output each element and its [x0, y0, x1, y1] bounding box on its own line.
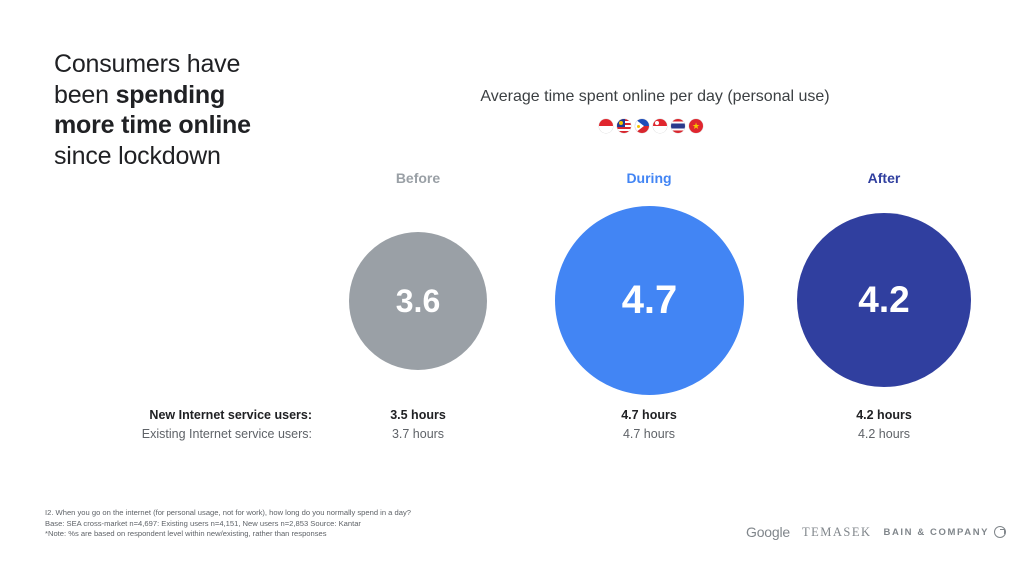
headline-line-2: been spending [54, 80, 314, 111]
thailand-flag-icon [671, 119, 685, 133]
existing-users-before: 3.7 hours [391, 427, 445, 441]
philippines-flag-icon [635, 119, 649, 133]
footnote: I2. When you go on the internet (for per… [45, 508, 411, 540]
google-logo: Google [746, 524, 790, 540]
bain-mark-icon [994, 526, 1007, 538]
existing-users-after: 4.2 hours [857, 427, 911, 441]
bubble-after: 4.2 [797, 213, 971, 387]
bubble-value-before: 3.6 [395, 282, 441, 319]
new-users-before: 3.5 hours [390, 408, 446, 422]
existing-users-during: 4.7 hours [622, 427, 676, 441]
bubble-during: 4.7 [555, 206, 744, 395]
chart-title: Average time spent online per day (perso… [480, 88, 830, 105]
headline-line-3: more time online [54, 110, 314, 141]
headline-bold-text: spending [115, 80, 226, 109]
headline: Consumers have been spending more time o… [54, 49, 314, 171]
country-flags: ★ [599, 119, 703, 133]
malaysia-flag-icon [617, 119, 631, 133]
new-users-during: 4.7 hours [621, 408, 677, 422]
bain-logo-text: BAIN & COMPANY [883, 526, 990, 538]
singapore-flag-icon [653, 119, 667, 133]
bubble-value-after: 4.2 [858, 279, 910, 320]
new-users-label: New Internet service users: [149, 408, 312, 422]
period-label-after: After [867, 170, 901, 186]
vietnam-flag-icon: ★ [689, 119, 703, 133]
bain-logo: BAIN & COMPANY [883, 526, 1007, 538]
footnote-note: *Note: %s are based on respondent level … [45, 529, 327, 538]
headline-bold-text: more time online [54, 111, 251, 139]
headline-regular-text: been [54, 80, 116, 109]
headline-line-4: since lockdown [54, 141, 221, 170]
period-label-before: Before [395, 170, 441, 186]
indonesia-flag-icon [599, 119, 613, 133]
bubble-value-during: 4.7 [621, 278, 678, 322]
headline-line-1: Consumers have [54, 50, 241, 78]
temasek-logo: TEMASEK [801, 524, 872, 539]
new-users-after: 4.2 hours [856, 408, 912, 422]
footnote-question: I2. When you go on the internet (for per… [45, 508, 411, 517]
footnote-base: Base: SEA cross-market n=4,697: Existing… [45, 518, 361, 528]
partner-logos: Google TEMASEK BAIN & COMPANY [746, 524, 1007, 540]
bubble-before: 3.6 [349, 232, 487, 370]
period-label-during: During [626, 170, 672, 186]
existing-users-label: Existing Internet service users: [141, 427, 312, 441]
